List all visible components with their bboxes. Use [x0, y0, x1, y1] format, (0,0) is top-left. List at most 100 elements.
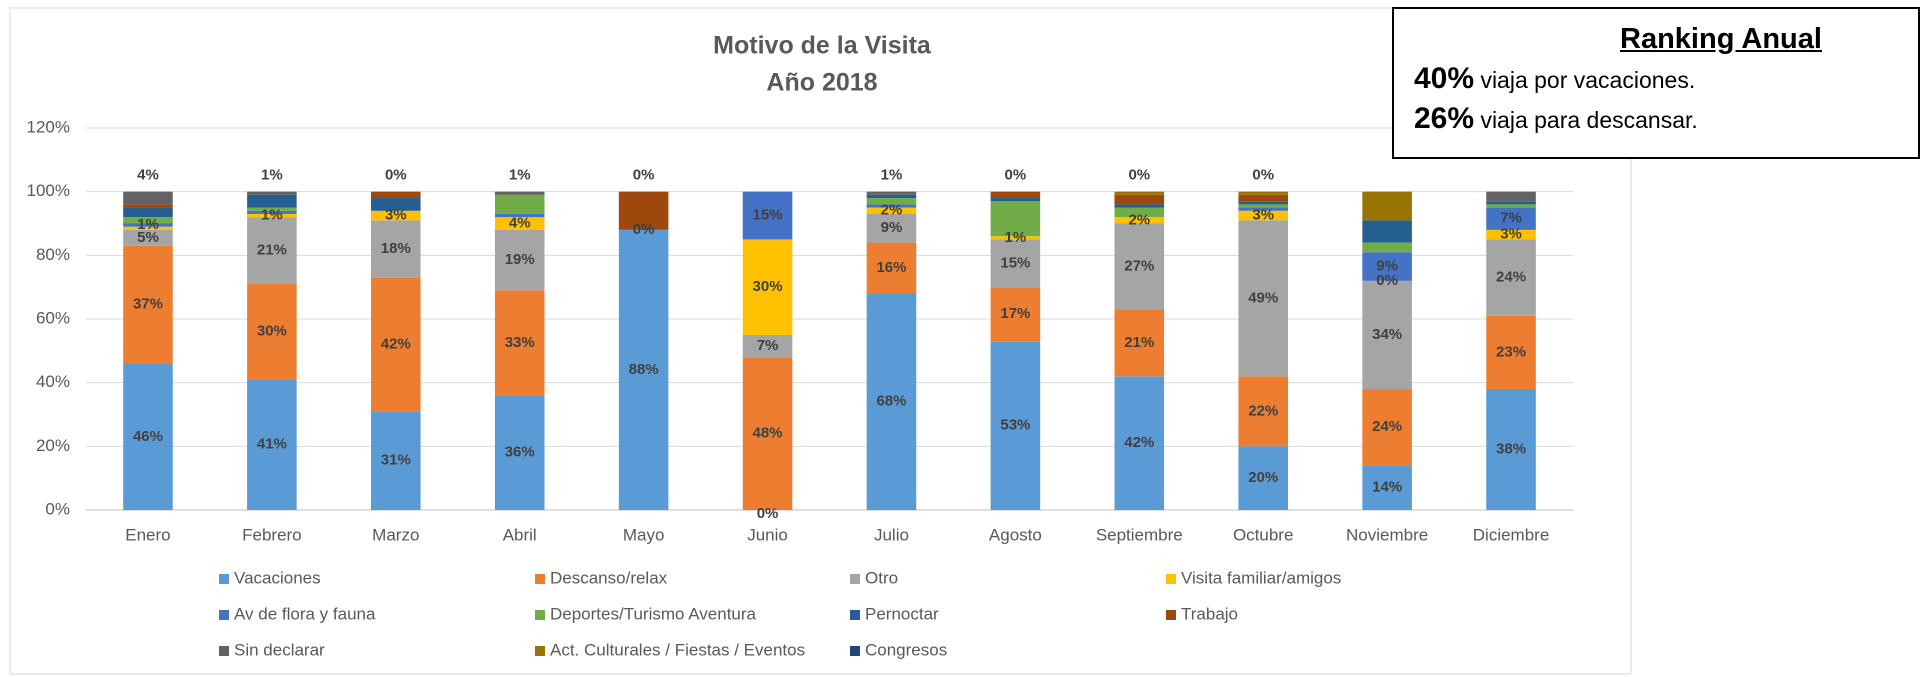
bar-segment	[1238, 210, 1288, 221]
legend-label: Visita familiar/amigos	[1181, 568, 1341, 587]
legend-swatch	[850, 646, 860, 656]
data-label: 42%	[1124, 434, 1154, 451]
x-tick-label: Julio	[874, 525, 909, 544]
data-label: 15%	[753, 207, 783, 224]
data-label: 4%	[509, 214, 531, 231]
data-label: 0%	[633, 167, 655, 184]
bar-segment	[123, 363, 173, 510]
bar-segment	[1486, 207, 1536, 230]
bar-segment	[123, 204, 173, 208]
x-tick-label: Enero	[125, 525, 170, 544]
bar-segment	[371, 277, 421, 412]
bar-segment	[1114, 376, 1165, 510]
legend-swatch	[535, 646, 545, 656]
data-label: 24%	[1372, 418, 1402, 435]
bar-segment	[866, 207, 917, 214]
legend-swatch	[535, 610, 545, 620]
bar-segment	[247, 210, 297, 214]
bar-segment	[247, 217, 297, 284]
legend-swatch	[535, 574, 545, 584]
bar-segment	[990, 341, 1041, 510]
data-label: 0%	[1128, 167, 1150, 184]
data-label: 15%	[1000, 254, 1030, 271]
legend-label: Act. Culturales / Fiestas / Eventos	[550, 640, 805, 659]
data-label: 1%	[261, 167, 283, 184]
data-label: 31%	[381, 452, 411, 469]
data-label: 17%	[1000, 305, 1030, 322]
bar-segment	[247, 379, 297, 510]
bar-segment	[866, 213, 917, 243]
data-label: 14%	[1372, 479, 1402, 496]
data-label: 3%	[1500, 226, 1522, 243]
bar-segment	[866, 191, 917, 195]
legend-swatch	[850, 610, 860, 620]
bar-segment	[123, 217, 173, 224]
bar-segment	[1114, 207, 1165, 218]
bar-segment	[1362, 280, 1412, 390]
data-label: 1%	[881, 167, 903, 184]
ranking-box: Ranking Anual 40% viaja por vacaciones. …	[1392, 7, 1920, 159]
bar-segment	[371, 198, 421, 211]
x-tick-label: Febrero	[242, 525, 302, 544]
data-label: 0%	[1252, 167, 1274, 184]
legend-label: Vacaciones	[234, 568, 321, 587]
x-tick-label: Noviembre	[1346, 525, 1428, 544]
data-label: 0%	[1005, 167, 1027, 184]
data-label: 46%	[133, 428, 163, 445]
legend-label: Otro	[865, 568, 898, 587]
ranking-title: Ranking Anual	[1620, 23, 1822, 55]
bar-segment	[1238, 220, 1288, 377]
data-label: 88%	[629, 361, 659, 378]
bar-segment	[1362, 389, 1412, 466]
bar-segment	[123, 191, 173, 205]
data-label: 21%	[1124, 334, 1154, 351]
y-tick-label: 120%	[27, 117, 70, 136]
bar-segment	[866, 242, 917, 294]
x-tick-label: Diciembre	[1473, 525, 1550, 544]
data-label: 30%	[257, 323, 287, 340]
bar-segment	[494, 194, 545, 214]
bar-segment	[494, 290, 545, 396]
data-label: 7%	[757, 337, 779, 354]
data-label: 16%	[876, 259, 906, 276]
bar-segment	[494, 229, 545, 291]
legend-label: Trabajo	[1181, 604, 1238, 623]
x-tick-label: Septiembre	[1096, 525, 1183, 544]
bar-segment	[1238, 376, 1288, 447]
data-label: 1%	[1005, 229, 1027, 246]
data-label: 20%	[1248, 469, 1278, 486]
bar-segment	[1486, 239, 1536, 316]
bar-segment	[1114, 204, 1165, 208]
bar-segment	[1114, 191, 1165, 195]
x-tick-label: Marzo	[372, 525, 419, 544]
bar-segment	[1238, 207, 1288, 211]
data-label: 33%	[505, 334, 535, 351]
bar-segment	[123, 223, 173, 227]
ranking-value: 26%	[1414, 102, 1475, 135]
data-label: 23%	[1496, 343, 1526, 360]
data-label: 9%	[1376, 257, 1398, 274]
legend-label: Av de flora y fauna	[234, 604, 376, 623]
bar-segment	[1362, 220, 1412, 243]
data-label: 24%	[1496, 269, 1526, 286]
bar-segment	[247, 191, 297, 195]
bar-segment	[618, 229, 669, 510]
bar-segment	[742, 191, 793, 240]
bar-segment	[990, 287, 1041, 342]
legend-swatch	[1166, 610, 1176, 620]
data-label: 42%	[381, 335, 411, 352]
bar-segment	[1238, 204, 1288, 208]
bar-segment	[247, 207, 297, 211]
data-label: 19%	[505, 251, 535, 268]
bar-segment	[1114, 217, 1165, 224]
bar-segment	[123, 207, 173, 218]
bar-segment	[494, 213, 545, 218]
bar-segment	[1114, 223, 1165, 310]
x-tick-label: Octubre	[1233, 525, 1293, 544]
data-label: 68%	[876, 393, 906, 410]
bar-segment	[990, 198, 1041, 202]
data-label: 5%	[137, 229, 159, 246]
bar-segment	[866, 194, 917, 199]
bar-segment	[247, 194, 297, 208]
